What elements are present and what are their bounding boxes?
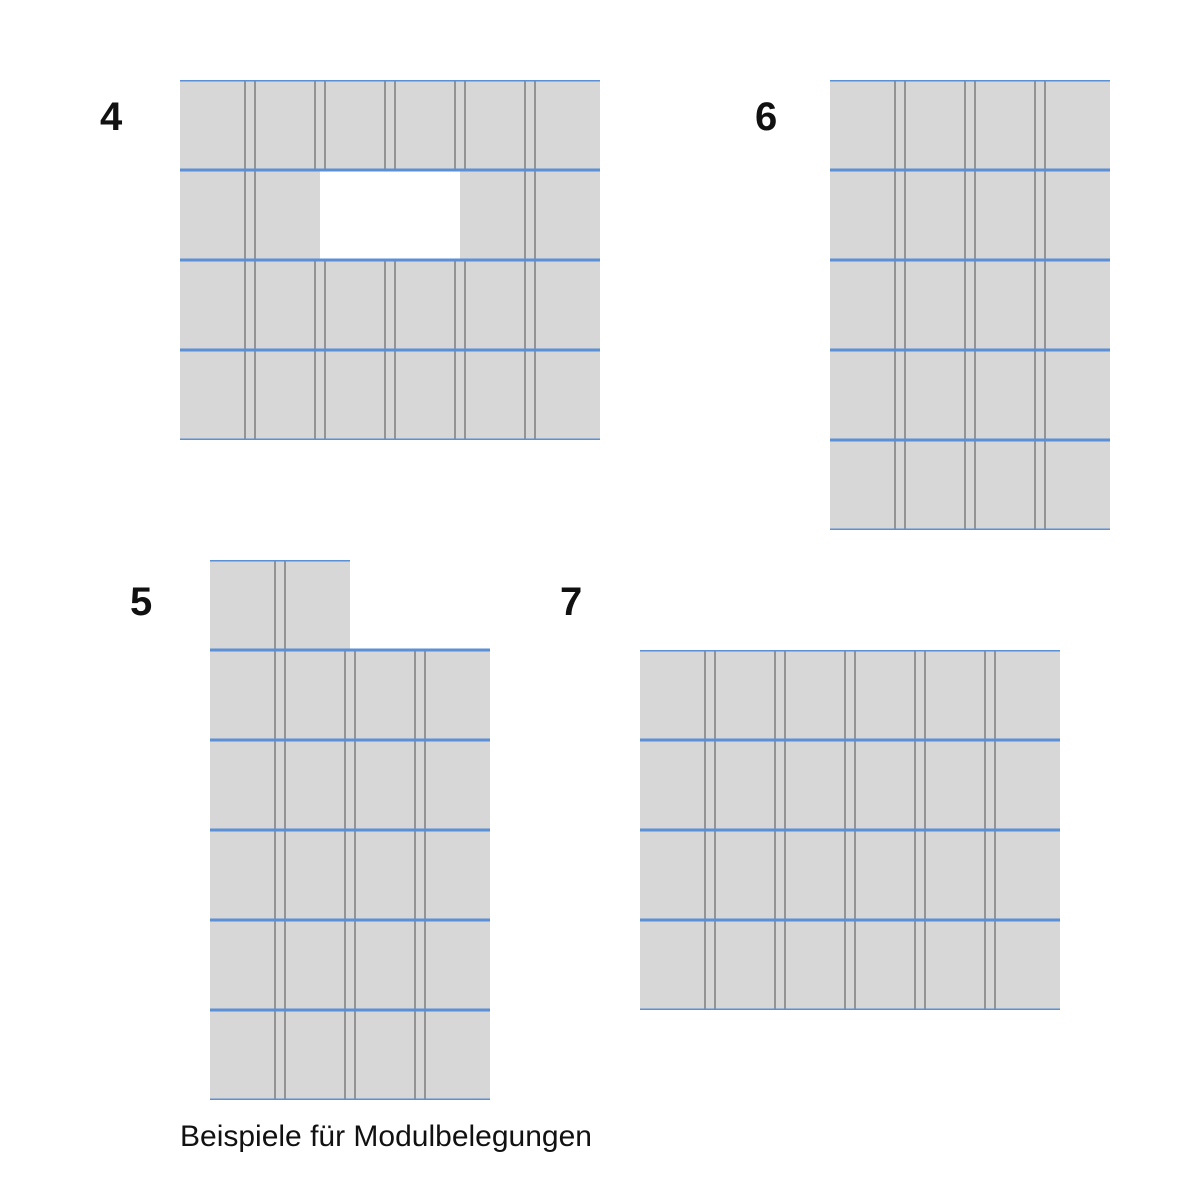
caption: Beispiele für Modulbelegungen	[180, 1120, 592, 1154]
layout-label-4: 4	[100, 95, 122, 140]
module-layout-6	[830, 80, 1110, 530]
module-layout-7	[640, 650, 1060, 1010]
module-layout-4	[180, 80, 600, 440]
layout-label-5: 5	[130, 580, 152, 625]
layout-label-7: 7	[560, 580, 582, 625]
module-layout-5	[210, 560, 490, 1100]
layout-label-6: 6	[755, 95, 777, 140]
